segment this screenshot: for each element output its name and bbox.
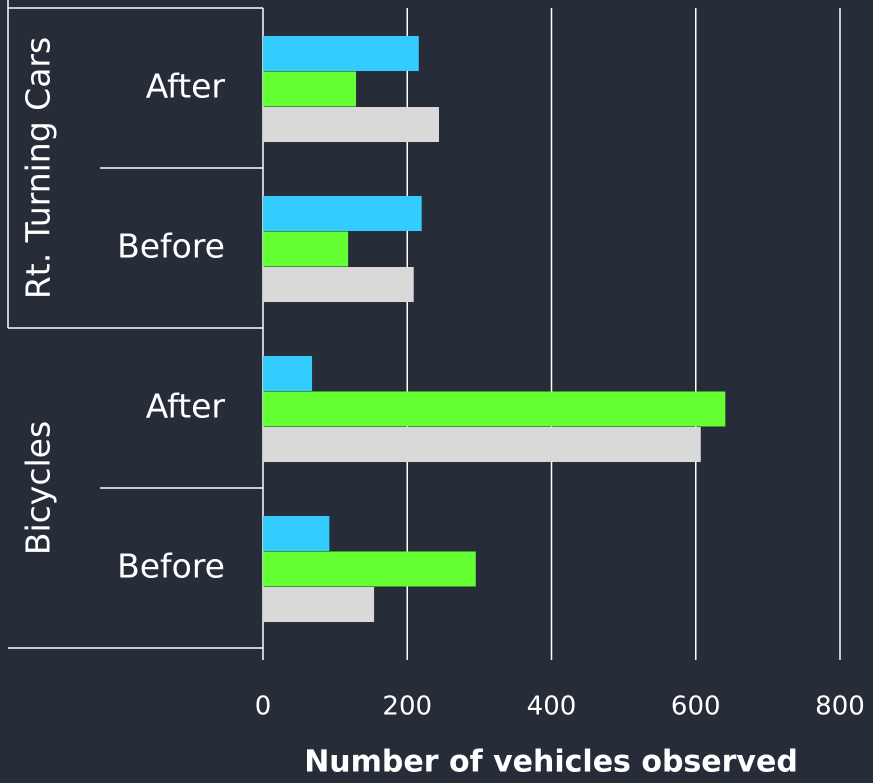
category-label: Before	[117, 547, 225, 586]
x-tick-label: 0	[255, 692, 272, 722]
bar	[263, 36, 419, 71]
bar	[263, 587, 375, 622]
category-label: After	[146, 67, 226, 106]
bar	[263, 516, 330, 551]
group-label: Rt. Turning Cars	[19, 37, 58, 299]
x-tick-label: 400	[527, 692, 577, 722]
bar	[263, 71, 357, 107]
category-label: Before	[117, 227, 225, 266]
bar	[263, 391, 726, 427]
bar	[263, 107, 439, 142]
bar	[263, 551, 476, 587]
bar	[263, 196, 422, 231]
x-axis-label: Number of vehicles observed	[304, 745, 798, 780]
x-tick-label: 800	[815, 692, 865, 722]
bar	[263, 267, 414, 302]
x-tick-label: 600	[671, 692, 721, 722]
x-tick-label: 200	[382, 692, 432, 722]
category-label: After	[146, 387, 226, 426]
bar	[263, 356, 313, 391]
bar	[263, 427, 701, 462]
group-label: Bicycles	[19, 421, 58, 555]
bar	[263, 231, 349, 267]
